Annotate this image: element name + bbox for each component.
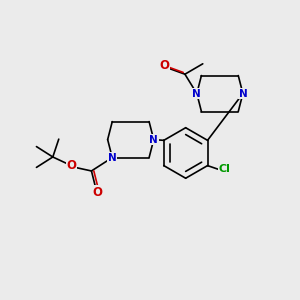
Text: O: O bbox=[159, 59, 169, 72]
Text: N: N bbox=[149, 135, 158, 145]
Text: N: N bbox=[108, 153, 117, 163]
Text: O: O bbox=[92, 186, 102, 199]
Text: Cl: Cl bbox=[219, 164, 230, 174]
Text: N: N bbox=[192, 88, 201, 98]
Text: O: O bbox=[67, 159, 76, 172]
Text: N: N bbox=[238, 88, 247, 98]
